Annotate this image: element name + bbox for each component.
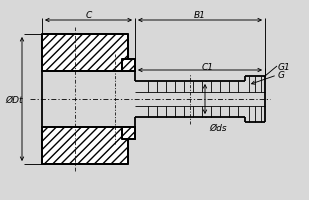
- Polygon shape: [122, 127, 135, 139]
- Text: G1: G1: [278, 62, 291, 71]
- Text: B1: B1: [194, 11, 206, 20]
- Polygon shape: [42, 127, 135, 164]
- Text: Øds: Øds: [209, 123, 226, 132]
- Text: C1: C1: [202, 62, 214, 71]
- Polygon shape: [122, 60, 135, 72]
- Text: ØDt: ØDt: [5, 95, 23, 104]
- Text: G: G: [278, 71, 285, 80]
- Polygon shape: [42, 35, 135, 72]
- Text: C: C: [85, 11, 92, 20]
